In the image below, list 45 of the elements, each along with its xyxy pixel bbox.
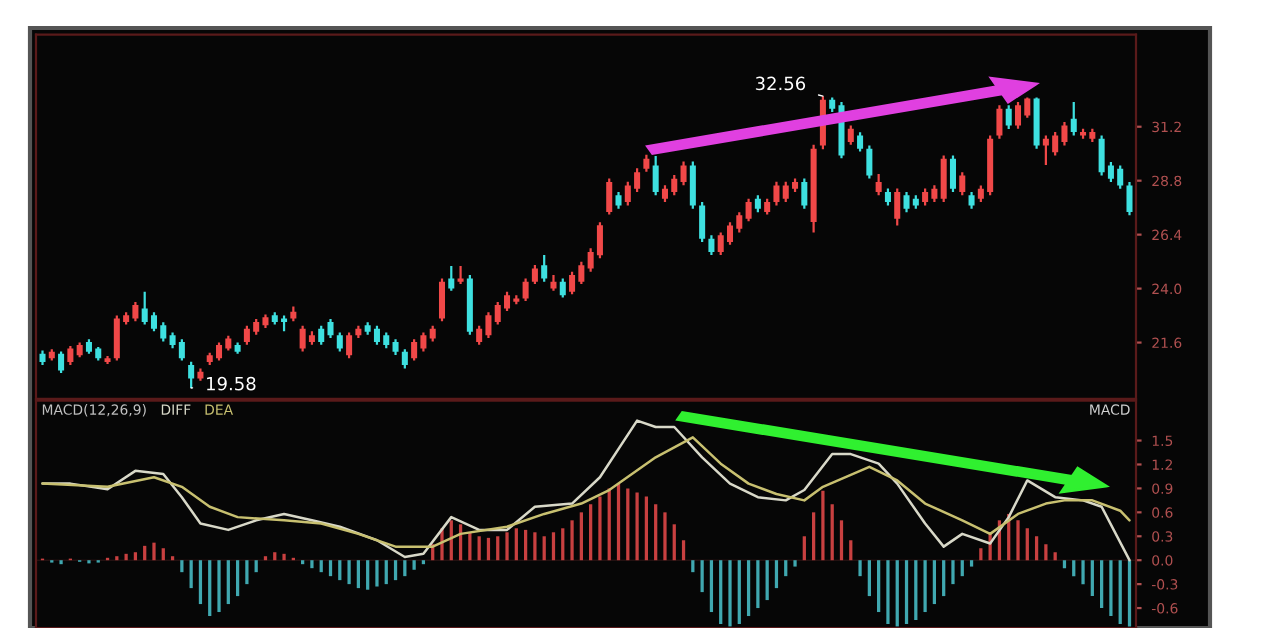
candlestick — [336, 331, 343, 353]
candlestick — [346, 331, 353, 360]
candlestick — [1005, 104, 1012, 131]
candlestick — [522, 277, 529, 303]
candlestick — [773, 180, 780, 207]
candlestick — [67, 344, 74, 367]
candlestick — [1014, 100, 1022, 130]
line-series — [41, 419, 1131, 562]
candlestick — [699, 200, 706, 244]
candlestick — [996, 104, 1003, 140]
line-series — [41, 436, 1131, 548]
candlestick — [801, 177, 808, 210]
candlestick — [1126, 180, 1133, 217]
candlestick — [726, 221, 734, 246]
candlestick — [1033, 96, 1040, 150]
candlestick — [745, 197, 752, 223]
candlestick — [708, 234, 715, 256]
candlestick — [569, 270, 576, 296]
candlestick — [150, 311, 158, 333]
candlestick — [411, 338, 418, 362]
candlestick — [680, 160, 687, 187]
candlestick — [689, 160, 696, 210]
annotation: 19.58 — [207, 376, 256, 391]
candlestick — [559, 277, 566, 299]
candlestick — [58, 350, 65, 375]
candlestick — [949, 154, 956, 194]
annotation: 32.56 — [755, 76, 806, 91]
candlestick — [531, 263, 538, 286]
candlestick — [959, 171, 966, 197]
candlestick — [847, 124, 854, 146]
candlestick — [875, 172, 882, 197]
candlestick — [894, 187, 901, 227]
candlestick — [940, 154, 947, 204]
candlestick — [652, 154, 659, 197]
candlestick — [178, 338, 185, 362]
candlestick — [857, 131, 864, 153]
candlestick — [606, 177, 613, 216]
candlestick — [438, 277, 446, 323]
candlestick — [866, 144, 873, 180]
candlestick — [541, 253, 548, 283]
candlestick — [448, 265, 455, 292]
candlestick — [1070, 100, 1077, 137]
candlestick — [188, 360, 195, 390]
candlestick — [401, 348, 408, 370]
candlestick — [457, 265, 464, 286]
